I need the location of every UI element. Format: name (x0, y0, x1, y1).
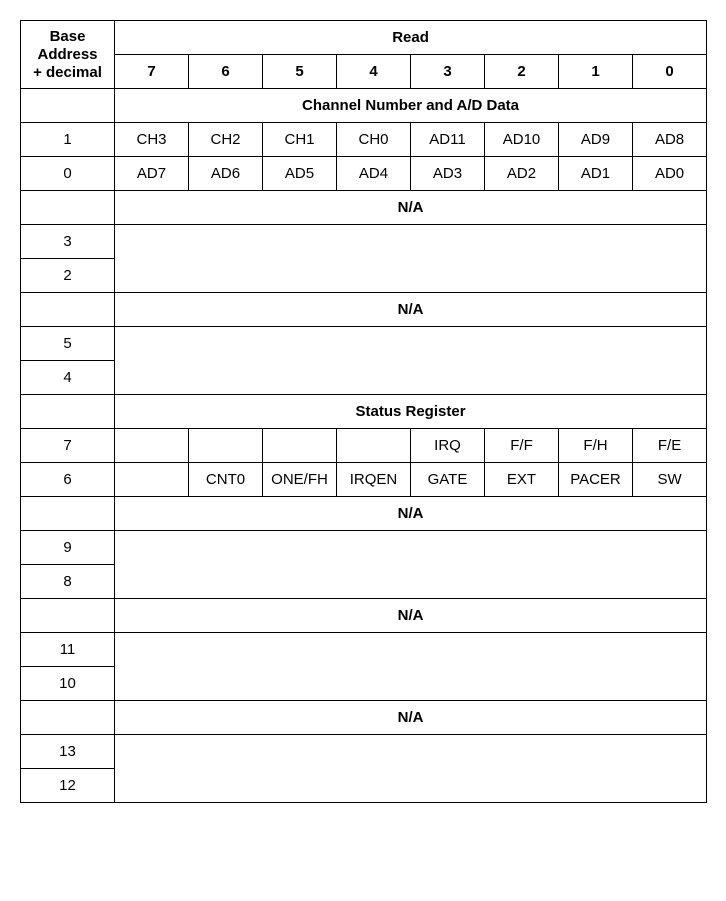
bit-cell: AD9 (559, 123, 633, 157)
bit-cell: AD11 (411, 123, 485, 157)
bit-cell: AD0 (633, 157, 707, 191)
bit-cell: EXT (485, 463, 559, 497)
bit-cell: AD5 (263, 157, 337, 191)
na-merged-area (115, 531, 707, 599)
addr-cell: 6 (21, 463, 115, 497)
addr-cell: 2 (21, 259, 115, 293)
bit-cell: AD8 (633, 123, 707, 157)
addr-cell: 1 (21, 123, 115, 157)
section-title: N/A (115, 701, 707, 735)
section-addr-blank (21, 191, 115, 225)
bit-header-3: 3 (411, 55, 485, 89)
bit-cell: AD2 (485, 157, 559, 191)
bit-header-5: 5 (263, 55, 337, 89)
bit-cell: AD7 (115, 157, 189, 191)
bit-cell: AD3 (411, 157, 485, 191)
bit-cell: F/H (559, 429, 633, 463)
addr-cell: 9 (21, 531, 115, 565)
bit-cell: CH0 (337, 123, 411, 157)
section-title: N/A (115, 497, 707, 531)
bit-cell: AD4 (337, 157, 411, 191)
bit-cell: AD6 (189, 157, 263, 191)
section-title: N/A (115, 293, 707, 327)
bit-cell: AD10 (485, 123, 559, 157)
bit-cell: F/E (633, 429, 707, 463)
bit-header-2: 2 (485, 55, 559, 89)
na-merged-area (115, 735, 707, 803)
bit-header-0: 0 (633, 55, 707, 89)
bit-cell: ONE/FH (263, 463, 337, 497)
section-addr-blank (21, 599, 115, 633)
addr-cell: 5 (21, 327, 115, 361)
bit-cell: IRQ (411, 429, 485, 463)
section-addr-blank (21, 89, 115, 123)
bit-header-1: 1 (559, 55, 633, 89)
addr-cell: 7 (21, 429, 115, 463)
na-merged-area (115, 225, 707, 293)
bit-cell: SW (633, 463, 707, 497)
bit-cell (189, 429, 263, 463)
section-addr-blank (21, 497, 115, 531)
section-title: N/A (115, 599, 707, 633)
section-addr-blank (21, 701, 115, 735)
addr-header-line2: Address (37, 46, 97, 63)
bit-cell: F/F (485, 429, 559, 463)
bit-cell: CH2 (189, 123, 263, 157)
na-merged-area (115, 633, 707, 701)
bit-header-7: 7 (115, 55, 189, 89)
addr-cell: 3 (21, 225, 115, 259)
bit-cell: AD1 (559, 157, 633, 191)
bit-cell: PACER (559, 463, 633, 497)
addr-cell: 4 (21, 361, 115, 395)
addr-cell: 11 (21, 633, 115, 667)
section-addr-blank (21, 395, 115, 429)
bit-cell: CNT0 (189, 463, 263, 497)
addr-cell: 10 (21, 667, 115, 701)
section-title: Channel Number and A/D Data (115, 89, 707, 123)
bit-cell (115, 463, 189, 497)
bit-cell (115, 429, 189, 463)
bit-cell: CH1 (263, 123, 337, 157)
addr-cell: 0 (21, 157, 115, 191)
bit-header-4: 4 (337, 55, 411, 89)
section-title: N/A (115, 191, 707, 225)
bit-cell: CH3 (115, 123, 189, 157)
na-merged-area (115, 327, 707, 395)
addr-header-line1: Base (50, 28, 86, 45)
addr-cell: 13 (21, 735, 115, 769)
section-addr-blank (21, 293, 115, 327)
read-header: Read (115, 21, 707, 55)
bit-cell: GATE (411, 463, 485, 497)
addr-header: BaseAddress+ decimal (21, 21, 115, 89)
addr-cell: 8 (21, 565, 115, 599)
bit-header-6: 6 (189, 55, 263, 89)
register-map-table: BaseAddress+ decimalRead76543210Channel … (20, 20, 707, 803)
bit-cell (337, 429, 411, 463)
section-title: Status Register (115, 395, 707, 429)
addr-header-line3: + decimal (33, 64, 102, 81)
addr-cell: 12 (21, 769, 115, 803)
bit-cell (263, 429, 337, 463)
bit-cell: IRQEN (337, 463, 411, 497)
